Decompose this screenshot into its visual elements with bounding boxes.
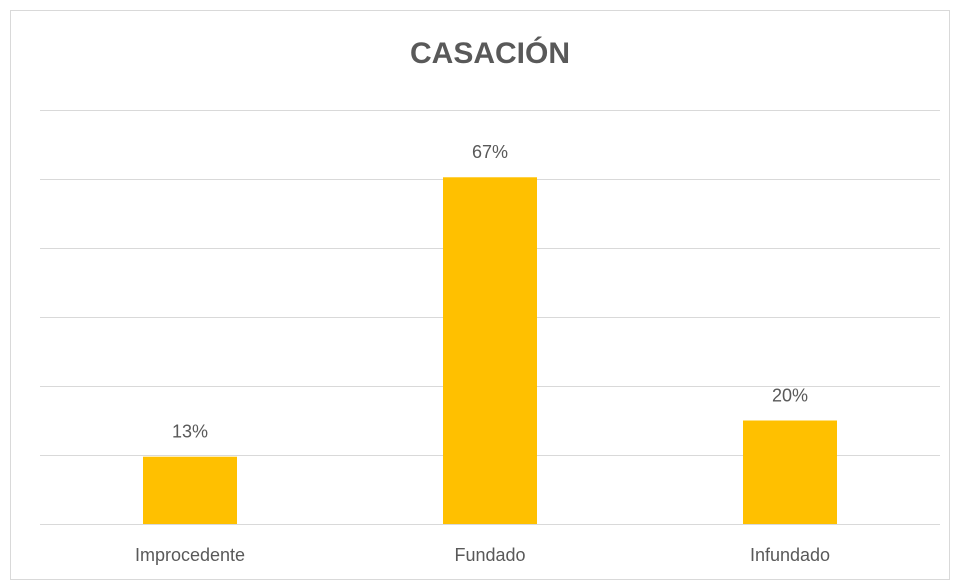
data-label: 67% — [472, 142, 508, 162]
bar — [443, 177, 537, 524]
bar — [743, 420, 837, 524]
x-tick-label: Fundado — [454, 545, 525, 565]
data-label: 13% — [172, 421, 208, 441]
chart-title: CASACIÓN — [410, 36, 570, 70]
bar — [143, 456, 237, 524]
data-label: 20% — [772, 385, 808, 405]
x-tick-label: Improcedente — [135, 545, 245, 565]
x-tick-label: Infundado — [750, 545, 830, 565]
